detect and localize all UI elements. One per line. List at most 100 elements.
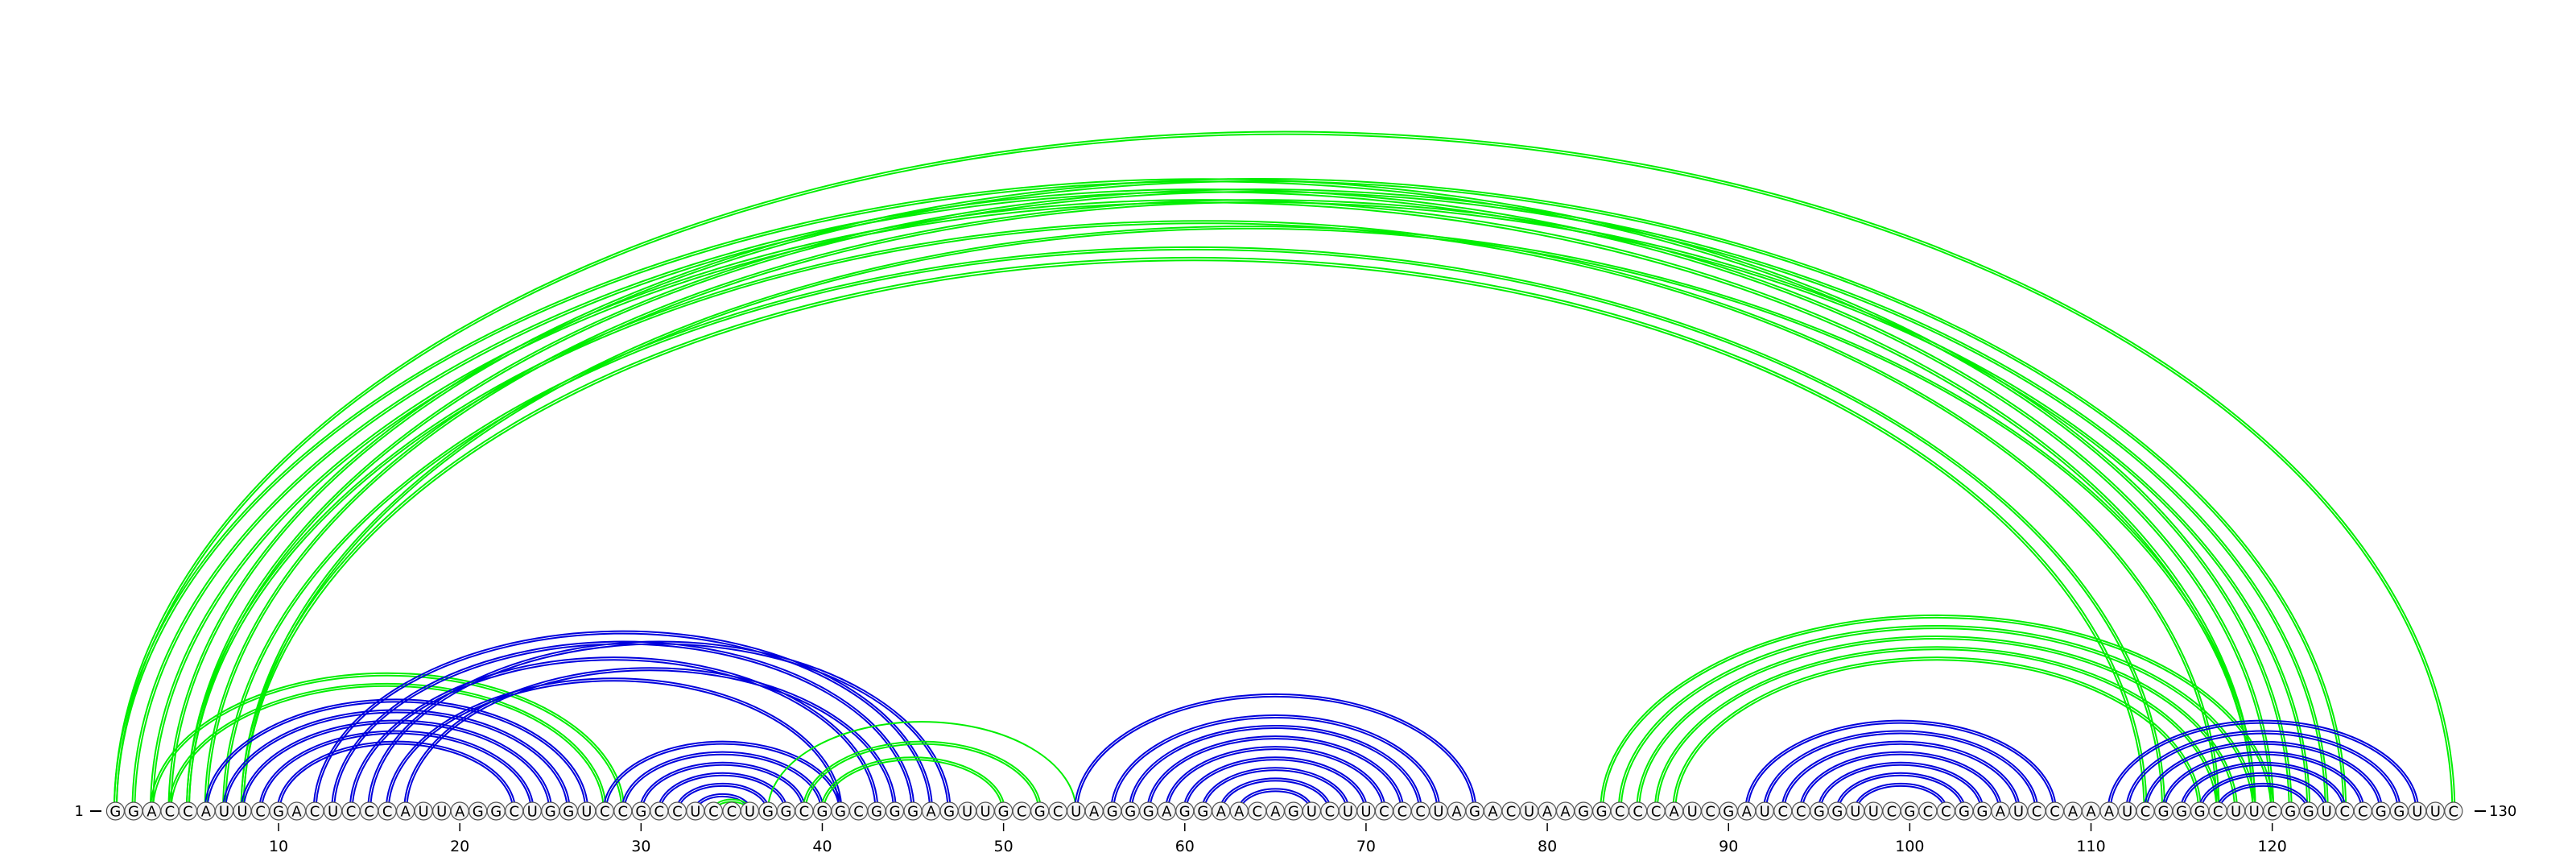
- nucleotide-6-letter: A: [201, 804, 212, 821]
- nucleotide-101-letter: C: [1923, 804, 1934, 821]
- nucleotide-77-letter: A: [1488, 804, 1498, 821]
- nucleotide-15-letter: C: [364, 804, 374, 821]
- nucleotide-51-letter: C: [1017, 804, 1027, 821]
- nucleotide-116-letter: G: [2194, 804, 2206, 821]
- base-pair-arc-15-47-line1: [369, 643, 949, 812]
- nucleotide-16-letter: C: [382, 804, 393, 821]
- nucleotide-29-letter: C: [618, 804, 629, 821]
- base-pair-arc-40-50-line1: [822, 759, 1004, 812]
- nucleotide-61-letter: G: [1197, 804, 1208, 821]
- base-pair-arc-93-106-line2: [1781, 740, 2021, 812]
- base-pair-arc-84-119-line2: [1617, 625, 2256, 812]
- base-pair-arc-15-47-line2: [367, 640, 952, 812]
- nucleotide-53-letter: C: [1053, 804, 1063, 821]
- tick-label-20: 20: [450, 838, 469, 855]
- base-pair-arc-58-72-line1: [1149, 738, 1402, 812]
- nucleotide-123-letter: U: [2322, 804, 2332, 821]
- base-pair-arc-30-39-line2: [638, 761, 807, 812]
- base-pair-arc-7-114-line2: [221, 246, 2166, 812]
- base-pair-arc-111-128-line2: [2107, 720, 2420, 812]
- base-pair-arc-59-71-line1: [1166, 748, 1384, 812]
- nucleotide-18-letter: U: [419, 804, 429, 821]
- base-pair-arc-31-38-line2: [657, 772, 788, 812]
- base-pair-arc-7-114-line1: [224, 248, 2164, 812]
- nucleotide-52-letter: G: [1034, 804, 1046, 821]
- nucleotide-99-letter: C: [1887, 804, 1897, 821]
- nucleotide-62-letter: A: [1216, 804, 1227, 821]
- arcs-layer: [114, 132, 2454, 811]
- nucleotide-37-letter: G: [762, 804, 774, 821]
- base-pair-arc-93-106-line1: [1783, 743, 2018, 812]
- nucleotide-64-letter: C: [1253, 804, 1263, 821]
- nucleotide-24-letter: U: [527, 804, 538, 821]
- nucleotide-2-letter: G: [128, 804, 139, 821]
- base-pair-arc-13-45-line1: [333, 643, 913, 812]
- nucleotide-97-letter: U: [1850, 804, 1860, 821]
- nucleotide-21-letter: G: [473, 804, 484, 821]
- base-pair-arc-91-108-line1: [1747, 722, 2054, 812]
- nucleotide-8-letter: U: [237, 804, 247, 821]
- base-pair-arc-4-124-line2: [167, 178, 2347, 812]
- base-pair-arc-9-24-line1: [261, 732, 532, 812]
- base-pair-arc-117-122-line1: [2218, 785, 2309, 812]
- base-pair-arc-16-41-line1: [387, 680, 840, 812]
- nucleotide-58-letter: G: [1143, 804, 1154, 821]
- nucleotide-42-letter: C: [853, 804, 864, 821]
- nucleotide-9-letter: C: [255, 804, 266, 821]
- base-pair-arc-10-23-line1: [279, 743, 514, 812]
- nucleotide-117-letter: C: [2213, 804, 2223, 821]
- base-pair-arc-28-41-line1: [605, 743, 840, 812]
- end-label: 130: [2489, 803, 2516, 820]
- nucleotide-130-circle: [2444, 801, 2463, 821]
- nucleotide-49-letter: U: [980, 804, 991, 821]
- base-pair-arc-32-37-line1: [677, 785, 768, 812]
- nucleotide-14-letter: C: [346, 804, 357, 821]
- base-pair-arc-92-107-line1: [1765, 732, 2037, 812]
- nucleotide-44-letter: G: [890, 804, 901, 821]
- base-pair-arc-83-120-line2: [1600, 614, 2275, 812]
- base-pair-arc-30-39-line1: [641, 764, 804, 812]
- nucleotide-32-letter: C: [672, 804, 683, 821]
- start-label: 1: [75, 803, 84, 820]
- nucleotide-120-letter: C: [2267, 804, 2277, 821]
- nucleotide-85-letter: C: [1633, 804, 1643, 821]
- nucleotide-48-letter: U: [962, 804, 972, 821]
- nucleotide-78-letter: C: [1506, 804, 1517, 821]
- nucleotide-81-letter: A: [1560, 804, 1571, 821]
- nucleotide-112-letter: U: [2122, 804, 2132, 821]
- base-pair-arc-3-119-line1: [151, 201, 2254, 812]
- nucleotide-69-letter: U: [1343, 804, 1353, 821]
- base-pair-arc-96-103-line2: [1835, 772, 1967, 812]
- base-pair-arc-112-127-line1: [2128, 732, 2399, 812]
- nucleotide-92-letter: U: [1760, 804, 1770, 821]
- base-pair-arc-116-123-line2: [2198, 772, 2329, 812]
- base-pair-arc-12-46-line1: [315, 633, 931, 812]
- base-pair-arc-97-102-line2: [1853, 782, 1948, 812]
- nucleotide-103-letter: G: [1959, 804, 1970, 821]
- nucleotide-12-letter: C: [310, 804, 320, 821]
- axis-layer: 1 130: [75, 803, 2517, 820]
- tick-label-120: 120: [2258, 838, 2287, 855]
- base-pair-arc-3-29-line2: [149, 672, 625, 812]
- base-pair-arc-17-44-line2: [403, 667, 898, 812]
- nucleotide-129-letter: U: [2430, 804, 2441, 821]
- nucleotide-83-letter: G: [1596, 804, 1608, 821]
- nucleotide-106-letter: U: [2013, 804, 2024, 821]
- nucleotide-38-letter: G: [780, 804, 791, 821]
- base-pair-arc-39-52-line1: [804, 743, 1040, 812]
- nucleotide-105-letter: A: [1996, 804, 2006, 821]
- base-pair-arc-113-126-line2: [2143, 741, 2384, 812]
- base-pair-arc-17-44-line1: [406, 669, 895, 812]
- nucleotide-7-letter: U: [219, 804, 229, 821]
- base-pair-arc-58-72-line2: [1146, 735, 1405, 812]
- tick-label-100: 100: [1895, 838, 1924, 855]
- nucleotide-67-letter: U: [1307, 804, 1317, 821]
- nucleotide-130-letter: C: [2449, 804, 2459, 821]
- nucleotide-27-letter: U: [581, 804, 592, 821]
- base-pair-arc-8-25-line1: [242, 722, 551, 812]
- nucleotide-86-letter: C: [1651, 804, 1662, 821]
- nucleotide-125-letter: C: [2358, 804, 2368, 821]
- base-pair-arc-83-120-line1: [1602, 616, 2273, 812]
